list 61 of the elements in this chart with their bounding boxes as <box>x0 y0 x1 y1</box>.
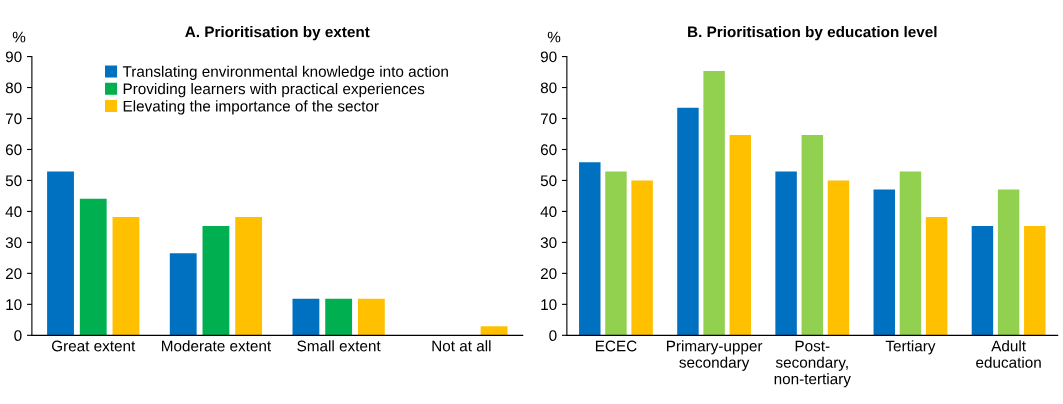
legend-label: Translating environmental knowledge into action <box>122 65 448 80</box>
bar <box>169 253 197 336</box>
bar <box>827 180 850 336</box>
x-tick-label: Tertiary <box>885 340 936 355</box>
y-axis-title: % <box>547 31 561 43</box>
bar <box>873 189 895 336</box>
bar <box>325 298 353 336</box>
y-tick-label: 0 <box>14 330 22 342</box>
x-tick-label: Small extent <box>297 340 381 352</box>
bar <box>579 162 601 336</box>
y-tick-label: 80 <box>5 82 22 94</box>
y-tick-label: 20 <box>5 268 22 280</box>
bar <box>112 217 140 336</box>
y-tick-label: 30 <box>540 237 557 249</box>
bar <box>79 198 107 336</box>
y-tick-label: 40 <box>5 206 22 218</box>
x-tick-label: Adult education <box>976 340 1041 368</box>
bar <box>605 171 627 336</box>
y-tick-label: 70 <box>5 113 22 125</box>
y-tick-label: 30 <box>5 237 22 249</box>
bar <box>801 134 824 336</box>
bar <box>235 217 263 336</box>
y-tick-label: 0 <box>549 330 557 342</box>
y-tick-label: 80 <box>540 82 557 94</box>
y-tick-label: 50 <box>540 175 557 187</box>
y-tick-label: 50 <box>5 175 22 187</box>
bar <box>292 298 320 336</box>
bar <box>47 171 74 336</box>
y-tick-label: 40 <box>540 206 557 218</box>
chart-title: A. Prioritisation by extent <box>185 26 370 41</box>
x-tick-label: Great extent <box>51 340 136 352</box>
bar <box>677 107 699 336</box>
x-tick-label: Moderate extent <box>162 340 272 352</box>
y-tick-label: 10 <box>541 299 557 311</box>
x-tick-label: Not at all <box>432 340 491 352</box>
bar <box>631 180 653 336</box>
bar <box>480 326 508 336</box>
bar <box>775 171 797 336</box>
x-tick-label: Primary-upper secondary <box>666 340 763 371</box>
bar <box>925 217 948 336</box>
y-tick-label: 60 <box>540 144 557 156</box>
chart-title: B. Prioritisation by education level <box>688 26 937 41</box>
legend-label: Providing learners with practical experiences <box>123 83 425 98</box>
bar <box>1024 225 1046 336</box>
y-tick-label: 90 <box>5 51 22 63</box>
y-tick-label: 70 <box>540 113 557 125</box>
y-tick-label: 60 <box>5 144 22 156</box>
legend-label: Elevating the importance of the sector <box>123 100 379 115</box>
y-tick-label: 20 <box>540 268 557 280</box>
bar <box>703 71 725 336</box>
bar <box>899 171 922 336</box>
bar <box>202 225 230 336</box>
bar <box>971 225 994 336</box>
x-tick-label: ECEC <box>595 340 637 352</box>
x-tick-label: Post- secondary, non-tertiary <box>774 340 851 388</box>
y-tick-label: 90 <box>540 51 557 63</box>
y-axis-title: % <box>12 31 26 43</box>
bar <box>997 189 1020 336</box>
y-tick-label: 10 <box>6 299 22 311</box>
bar <box>357 298 385 336</box>
bar <box>729 134 752 336</box>
